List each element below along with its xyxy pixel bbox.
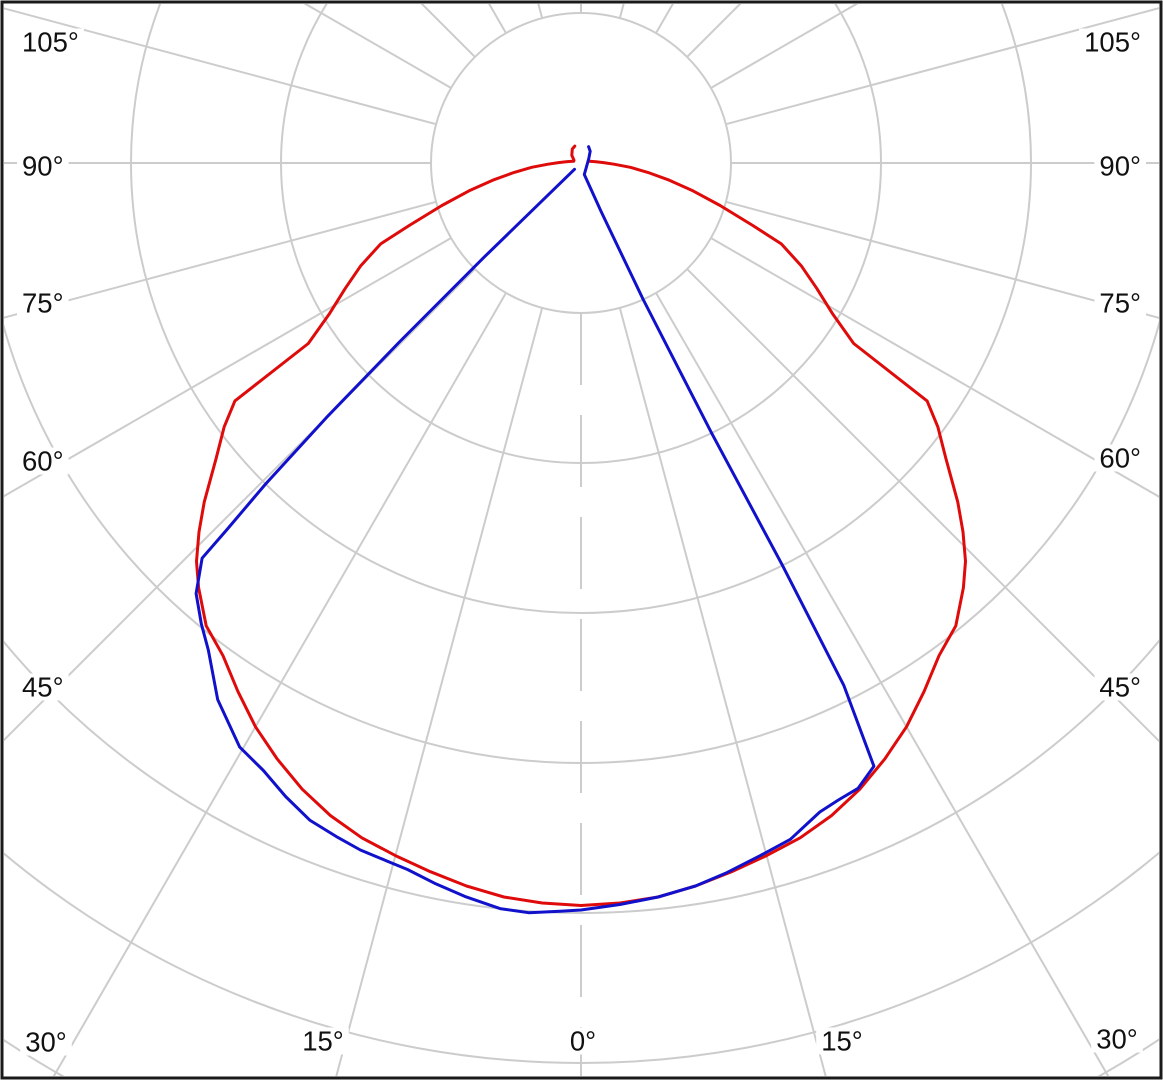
label-backing	[1079, 28, 1146, 56]
curves-layer	[194, 144, 967, 915]
label-backing	[564, 1027, 602, 1055]
angle-tick-label: 45°	[1099, 672, 1141, 703]
label-backing	[17, 447, 69, 475]
label-backing	[1091, 1025, 1143, 1053]
grid-spoke	[335, 307, 544, 1076]
label-backing	[816, 1027, 868, 1055]
angle-tick-label: 60°	[22, 446, 64, 477]
grid-spoke	[725, 7, 1159, 126]
grid-spoke	[710, 237, 1159, 498]
angle-labels: 105° 90° 75° 60° 45° 105° 90° 75° 60° 45° 30° 15° 0°…	[17, 27, 1146, 1058]
label-backing	[17, 152, 69, 180]
grid-spoke	[4, 7, 437, 126]
angle-tick-label: 60°	[1099, 443, 1141, 474]
grid-spoke	[655, 292, 1110, 1076]
angle-tick-label: 75°	[22, 288, 64, 319]
grid-spoke	[52, 292, 507, 1076]
angle-tick-label: 0°	[570, 1026, 596, 1057]
label-backing	[17, 673, 69, 701]
angle-tick-label: 30°	[1096, 1024, 1138, 1055]
angle-tick-label: 90°	[1099, 151, 1141, 182]
grid-spoke	[725, 200, 1159, 319]
grid-spoke	[618, 307, 827, 1076]
grid-spoke	[4, 200, 437, 319]
angle-tick-label: 90°	[22, 151, 64, 182]
label-backing	[1094, 444, 1146, 472]
angle-tick-label: 75°	[1099, 288, 1141, 319]
label-backing	[1094, 289, 1146, 317]
angle-tick-label: 45°	[22, 672, 64, 703]
blue-curve	[194, 145, 876, 915]
grid-spoke	[4, 237, 452, 498]
label-backing	[20, 1028, 72, 1056]
grid-ring	[4, 639, 1159, 914]
red-curve	[195, 144, 967, 907]
label-backing	[297, 1027, 349, 1055]
label-backing	[17, 289, 69, 317]
angle-tick-label: 105°	[1084, 27, 1141, 58]
grid-spoke	[686, 268, 1159, 743]
label-backing	[1094, 152, 1146, 180]
angle-tick-label: 15°	[302, 1026, 344, 1057]
angle-tick-label: 30°	[25, 1027, 67, 1058]
label-backing	[1094, 673, 1146, 701]
label-backing	[17, 28, 84, 56]
angle-tick-label: 15°	[821, 1026, 863, 1057]
angle-tick-label: 105°	[22, 27, 79, 58]
